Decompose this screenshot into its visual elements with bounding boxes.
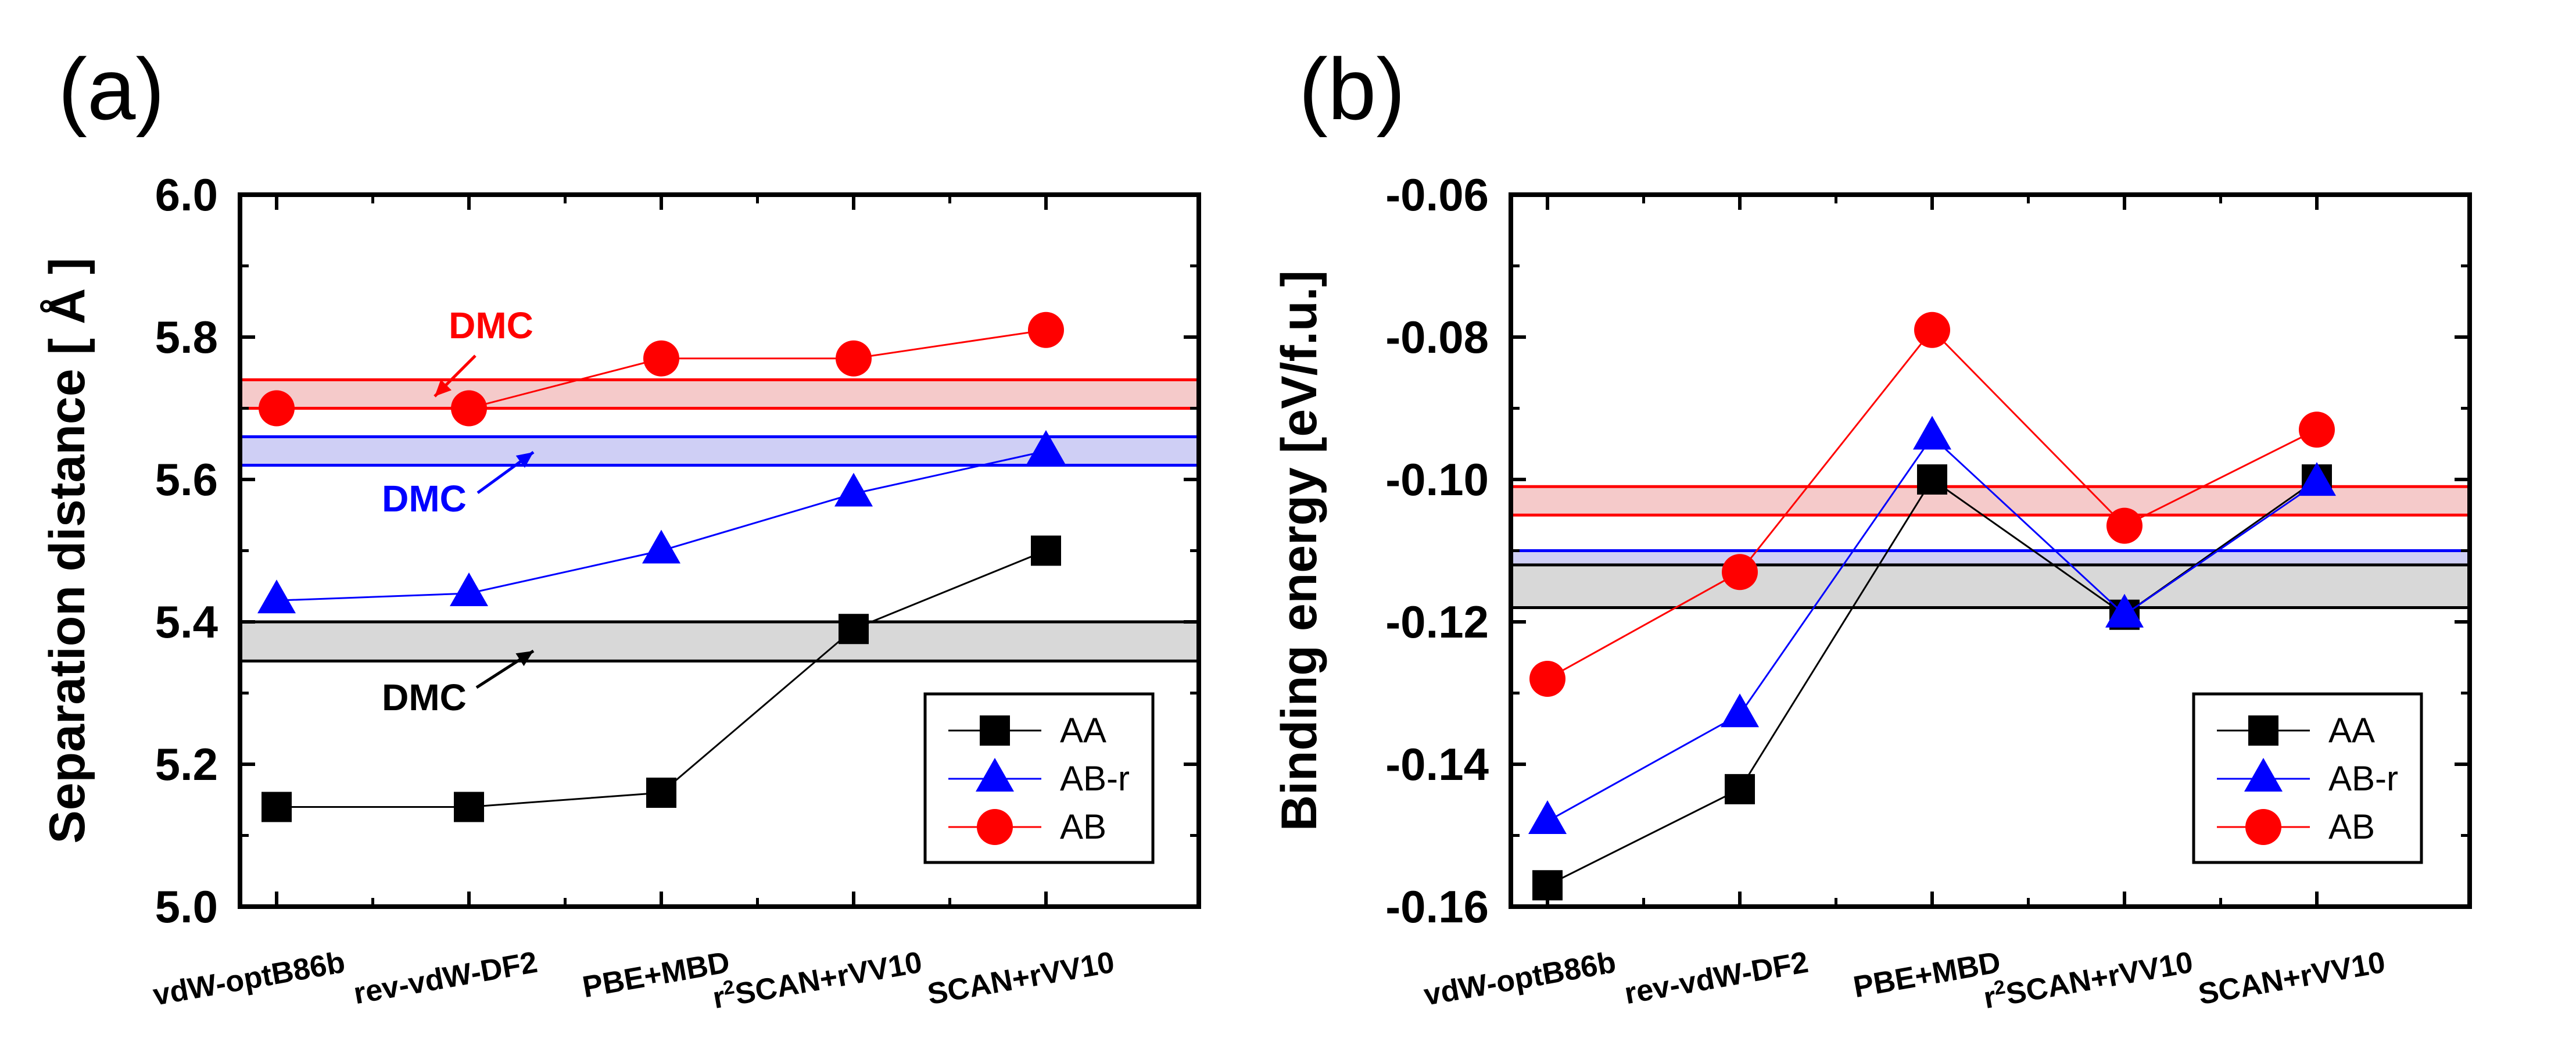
data-point-ab-r [1528, 800, 1567, 835]
dmc-band-aa [238, 620, 1201, 663]
y-tick-label: 6.0 [155, 169, 218, 220]
data-point-ab-r [1721, 693, 1760, 728]
dmc-arrow-head [515, 651, 533, 667]
dmc-band-ab [238, 378, 1201, 410]
data-point-ab [1027, 312, 1064, 348]
y-tick-label: 5.6 [155, 454, 218, 505]
data-point-aa [1725, 774, 1755, 804]
legend-marker-ab [2245, 809, 2281, 845]
legend-marker-aa [2248, 715, 2278, 746]
data-point-ab-r [2105, 593, 2144, 628]
data-point-aa [1917, 464, 1948, 495]
data-point-ab [1529, 661, 1566, 697]
data-point-aa [1030, 535, 1061, 566]
legend-label-ab: AB [2328, 807, 2375, 846]
x-category-label: SCAN+rVV10 [2196, 946, 2388, 1012]
x-category-label: rev-vdW-DF2 [1622, 946, 1811, 1011]
y-tick-label: 5.0 [155, 881, 218, 932]
data-point-ab-r [1913, 416, 1952, 450]
legend: AA AB-r AB [923, 692, 1155, 864]
data-point-ab-r [642, 529, 681, 564]
y-tick-label: -0.14 [1385, 739, 1489, 790]
legend-marker-ab [977, 809, 1013, 845]
data-point-ab-r [257, 579, 296, 614]
data-point-ab-r [2297, 462, 2336, 496]
legend-label-aa: AA [1060, 711, 1106, 750]
legend-label-ab: AB [1060, 807, 1106, 846]
data-point-ab [451, 390, 488, 427]
data-point-ab-r [450, 572, 489, 607]
x-category-label: vdW-optB86b [1421, 946, 1618, 1012]
legend-label-ab-r: AB-r [2328, 759, 2398, 798]
data-point-ab [836, 340, 872, 377]
chart-panel-a: 5.0 5.2 5.4 5.6 5.8 6.0 vdW-optB86b rev-vdW-DF2… [40, 40, 1201, 1015]
x-category-label: rev-vdW-DF2 [351, 946, 540, 1011]
series-line-ab-r [276, 450, 1047, 602]
chart-panel-b: -0.16 -0.14 -0.12 -0.10 -0.08 -0.06 vdW-optB86… [1271, 40, 2472, 1015]
data-point-ab [259, 390, 295, 427]
y-axis-title: Binding energy [eV/f.u.] [1271, 270, 1327, 831]
data-point-aa [261, 792, 292, 822]
panel-label: (a) [58, 40, 164, 138]
x-category-label: vdW-optB86b [151, 946, 347, 1012]
x-category-label: r2SCAN+rVV10 [710, 943, 925, 1015]
data-point-ab [643, 340, 680, 377]
y-axis-title: Separation distance [ Å ] [40, 257, 95, 843]
y-tick-label: -0.12 [1385, 596, 1489, 647]
legend: AA AB-r AB [2192, 692, 2423, 864]
dmc-band-aa [1509, 563, 2471, 609]
data-point-ab-r [834, 472, 873, 507]
y-tick-label: -0.06 [1385, 169, 1489, 220]
y-tick-label: -0.16 [1385, 881, 1489, 932]
panel-label: (b) [1299, 40, 1405, 138]
y-tick-label: 5.2 [155, 739, 218, 790]
x-category-label: PBE+MBD [580, 946, 732, 1005]
data-point-ab [1914, 312, 1951, 348]
dmc-annotation-ab-r: DMC [382, 478, 467, 520]
legend-marker-ab-r [2244, 758, 2283, 792]
y-tick-label: -0.10 [1385, 454, 1489, 505]
data-point-aa [646, 778, 677, 808]
y-tick-label: 5.8 [155, 312, 218, 363]
legend-marker-ab-r [976, 758, 1014, 792]
dmc-annotation-aa: DMC [382, 676, 467, 718]
y-tick-label: 5.4 [155, 596, 218, 647]
data-point-aa [454, 792, 485, 822]
legend-label-ab-r: AB-r [1060, 759, 1130, 798]
x-category-label: PBE+MBD [1851, 946, 2003, 1005]
dmc-annotation-ab: DMC [449, 305, 533, 346]
data-point-ab [2106, 507, 2143, 544]
data-point-ab [1722, 554, 1758, 590]
legend-marker-aa [980, 715, 1010, 746]
y-tick-label: -0.08 [1385, 312, 1489, 363]
x-category-label: SCAN+rVV10 [925, 946, 1117, 1012]
data-point-aa [839, 614, 869, 645]
data-point-ab-r [1026, 430, 1065, 464]
x-category-label: r2SCAN+rVV10 [1981, 943, 2196, 1015]
dmc-arrow-head [435, 380, 452, 396]
data-point-ab [2298, 411, 2335, 448]
dmc-arrow-head [515, 452, 533, 468]
legend-label-aa: AA [2328, 711, 2375, 750]
